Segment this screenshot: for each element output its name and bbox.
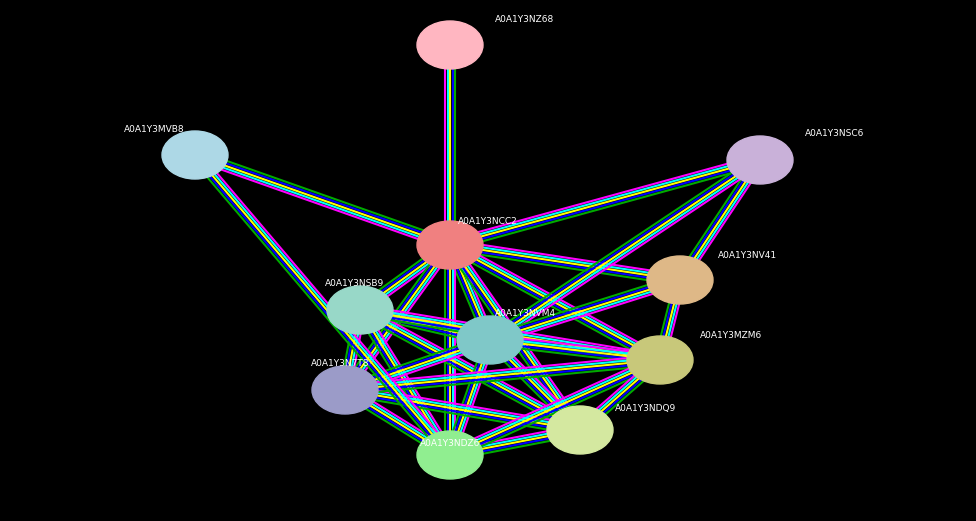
Text: A0A1Y3NDQ9: A0A1Y3NDQ9 <box>615 404 676 414</box>
Ellipse shape <box>547 406 613 454</box>
Ellipse shape <box>727 136 793 184</box>
Ellipse shape <box>162 131 228 179</box>
Text: A0A1Y3MZM6: A0A1Y3MZM6 <box>700 331 762 341</box>
Text: A0A1Y3NDZ6: A0A1Y3NDZ6 <box>420 440 480 449</box>
Text: A0A1Y3N7T8: A0A1Y3N7T8 <box>310 359 369 368</box>
Ellipse shape <box>457 316 523 364</box>
Text: A0A1Y3NCC2: A0A1Y3NCC2 <box>458 217 517 226</box>
Text: A0A1Y3MVB8: A0A1Y3MVB8 <box>124 125 185 133</box>
Ellipse shape <box>327 286 393 334</box>
Text: A0A1Y3NSB9: A0A1Y3NSB9 <box>325 279 385 289</box>
Ellipse shape <box>417 21 483 69</box>
Text: A0A1Y3NVM4: A0A1Y3NVM4 <box>495 309 556 318</box>
Ellipse shape <box>627 336 693 384</box>
Text: A0A1Y3NSC6: A0A1Y3NSC6 <box>805 130 865 139</box>
Text: A0A1Y3NV41: A0A1Y3NV41 <box>718 252 777 260</box>
Ellipse shape <box>417 221 483 269</box>
Ellipse shape <box>417 431 483 479</box>
Text: A0A1Y3NZ68: A0A1Y3NZ68 <box>495 15 554 23</box>
Ellipse shape <box>647 256 713 304</box>
Ellipse shape <box>312 366 378 414</box>
